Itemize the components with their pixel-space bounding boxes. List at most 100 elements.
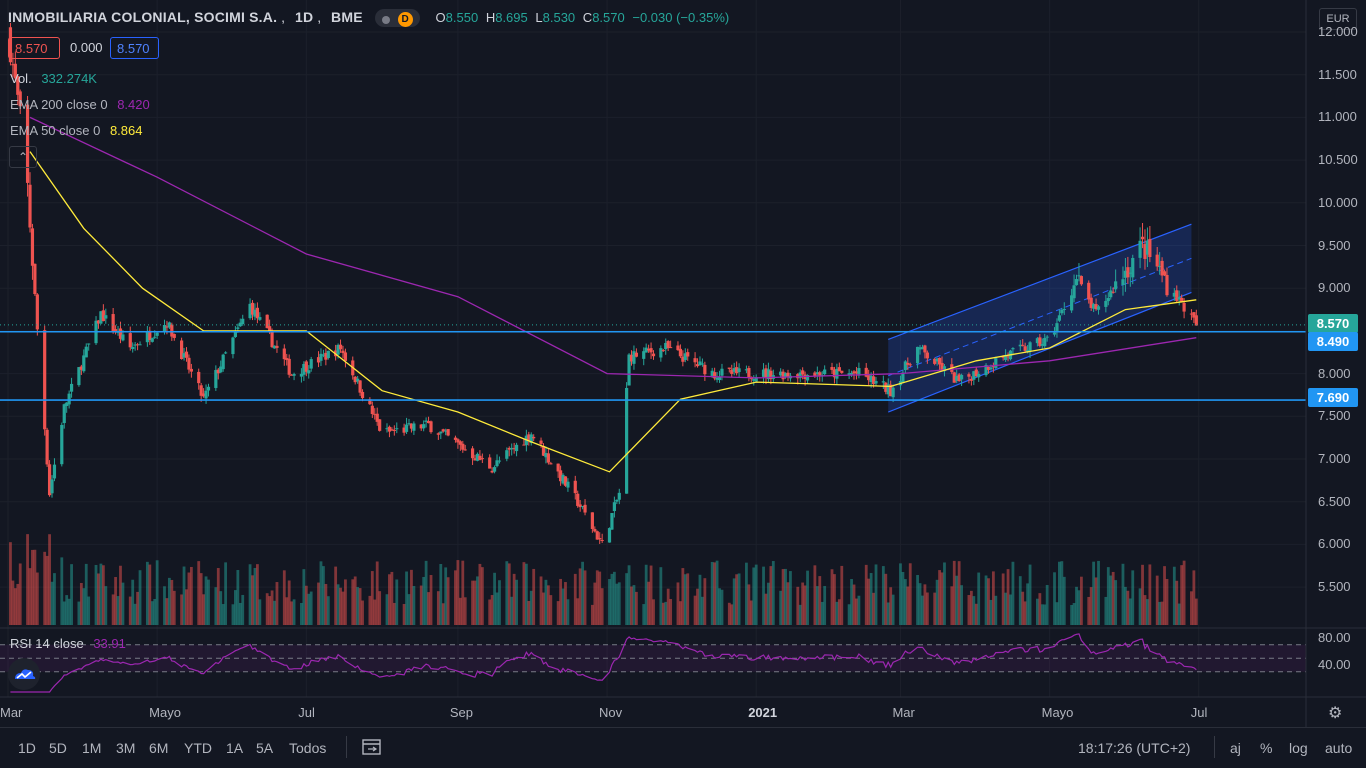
candle-body bbox=[835, 368, 839, 379]
range-3m[interactable]: 3M bbox=[116, 740, 136, 756]
candle-body bbox=[1006, 356, 1010, 358]
candle-body bbox=[813, 372, 817, 377]
volume-bar bbox=[221, 604, 225, 625]
volume-bar bbox=[1114, 580, 1118, 625]
volume-bar bbox=[891, 594, 895, 625]
volume-bar bbox=[50, 581, 54, 625]
ema50-legend[interactable]: EMA 50 close 0 8.864 bbox=[10, 123, 143, 138]
market-status-badge[interactable]: D bbox=[374, 9, 420, 28]
volume-bar bbox=[1160, 601, 1164, 625]
volume-bar bbox=[612, 571, 616, 625]
volume-bar bbox=[693, 595, 697, 625]
candle-body bbox=[204, 390, 208, 399]
toggle-log[interactable]: log bbox=[1289, 740, 1308, 756]
candle-body bbox=[52, 464, 57, 479]
range-1m[interactable]: 1M bbox=[82, 740, 102, 756]
volume-bar bbox=[251, 575, 254, 625]
candle-body bbox=[783, 373, 788, 378]
candle-body bbox=[182, 353, 186, 358]
candle-body bbox=[1121, 279, 1125, 286]
rsi-legend[interactable]: RSI 14 close 33.91 bbox=[10, 636, 126, 651]
volume-bar bbox=[385, 594, 389, 625]
bid-button[interactable]: 8.570 bbox=[8, 37, 60, 59]
candle-body bbox=[632, 351, 636, 364]
range-1d[interactable]: 1D bbox=[18, 740, 36, 756]
price-tick: 11.000 bbox=[1318, 109, 1357, 125]
candle-body bbox=[590, 512, 594, 529]
candle-body bbox=[407, 423, 411, 425]
volume-bar bbox=[884, 573, 888, 625]
tradingview-logo[interactable] bbox=[8, 658, 40, 690]
volume-bar bbox=[1021, 591, 1025, 625]
interval[interactable]: 1D bbox=[294, 9, 314, 25]
volume-bar bbox=[857, 595, 861, 625]
volume-bar bbox=[698, 574, 702, 625]
volume-bar bbox=[471, 580, 474, 625]
volume-bar bbox=[960, 585, 963, 625]
volume-bar bbox=[1141, 564, 1144, 625]
range-1a[interactable]: 1A bbox=[226, 740, 244, 756]
candle-body bbox=[316, 357, 321, 363]
volume-bar bbox=[292, 599, 296, 625]
candle-body bbox=[99, 311, 103, 324]
price-tick: 9.000 bbox=[1318, 280, 1351, 296]
volume-bar bbox=[70, 564, 73, 625]
candle-body bbox=[409, 423, 414, 429]
candle-body bbox=[634, 352, 638, 357]
volume-bar bbox=[786, 582, 790, 625]
range-6m[interactable]: 6M bbox=[149, 740, 169, 756]
volume-bar bbox=[544, 579, 548, 625]
candle-body bbox=[629, 354, 634, 362]
candle-body bbox=[664, 342, 668, 350]
volume-bar bbox=[730, 604, 734, 625]
candle-body bbox=[600, 539, 604, 541]
date-range-icon[interactable] bbox=[362, 738, 382, 759]
candle-body bbox=[1192, 312, 1196, 318]
volume-bar bbox=[402, 603, 406, 625]
volume-bar bbox=[461, 560, 465, 625]
settings-gear-icon[interactable]: ⚙ bbox=[1328, 705, 1343, 722]
volume-bar bbox=[664, 601, 668, 625]
volume-bar bbox=[522, 562, 526, 625]
candle-body bbox=[693, 358, 697, 363]
candle-body bbox=[148, 330, 152, 340]
candle-body bbox=[659, 348, 663, 358]
candle-body bbox=[62, 404, 66, 424]
currency-button[interactable]: EUR bbox=[1319, 8, 1357, 30]
toggle-percent[interactable]: % bbox=[1260, 740, 1273, 756]
volume-bar bbox=[309, 591, 313, 625]
ema200-legend[interactable]: EMA 200 close 0 8.420 bbox=[10, 97, 150, 112]
candle-body bbox=[737, 368, 741, 373]
range-todos[interactable]: Todos bbox=[289, 740, 327, 756]
volume-bar bbox=[407, 594, 411, 625]
candle-body bbox=[343, 352, 348, 361]
candle-body bbox=[769, 370, 773, 380]
ask-button[interactable]: 8.570 bbox=[110, 37, 159, 59]
ema200-value: 8.420 bbox=[117, 97, 150, 112]
candle-body bbox=[497, 460, 502, 462]
candle-body bbox=[1111, 291, 1115, 293]
range-5d[interactable]: 5D bbox=[49, 740, 67, 756]
volume-bar bbox=[131, 579, 135, 625]
volume-bar bbox=[180, 594, 184, 625]
price-tick: 6.500 bbox=[1318, 493, 1351, 509]
candle-body bbox=[1092, 304, 1096, 309]
exchange: BME bbox=[331, 9, 363, 25]
volume-bar bbox=[610, 573, 614, 625]
volume-bar bbox=[11, 580, 15, 625]
candle-body bbox=[488, 457, 492, 469]
candle-body bbox=[111, 314, 115, 332]
clock[interactable]: 18:17:26 (UTC+2) bbox=[1078, 740, 1191, 756]
toggle-auto[interactable]: auto bbox=[1325, 740, 1353, 756]
range-5a[interactable]: 5A bbox=[256, 740, 274, 756]
range-ytd[interactable]: YTD bbox=[184, 740, 212, 756]
candle-body bbox=[940, 362, 944, 371]
volume-legend[interactable]: Vol. 332.274K bbox=[10, 71, 97, 86]
candle-body bbox=[625, 387, 629, 494]
chart-canvas[interactable] bbox=[0, 0, 1366, 727]
volume-bar bbox=[1182, 560, 1186, 625]
candle-body bbox=[495, 460, 499, 467]
toggle-adjust[interactable]: aj bbox=[1230, 740, 1241, 756]
collapse-legend-button[interactable]: ⌃ bbox=[9, 146, 37, 168]
symbol-name[interactable]: INMOBILIARIA COLONIAL, SOCIMI S.A. bbox=[8, 9, 278, 25]
